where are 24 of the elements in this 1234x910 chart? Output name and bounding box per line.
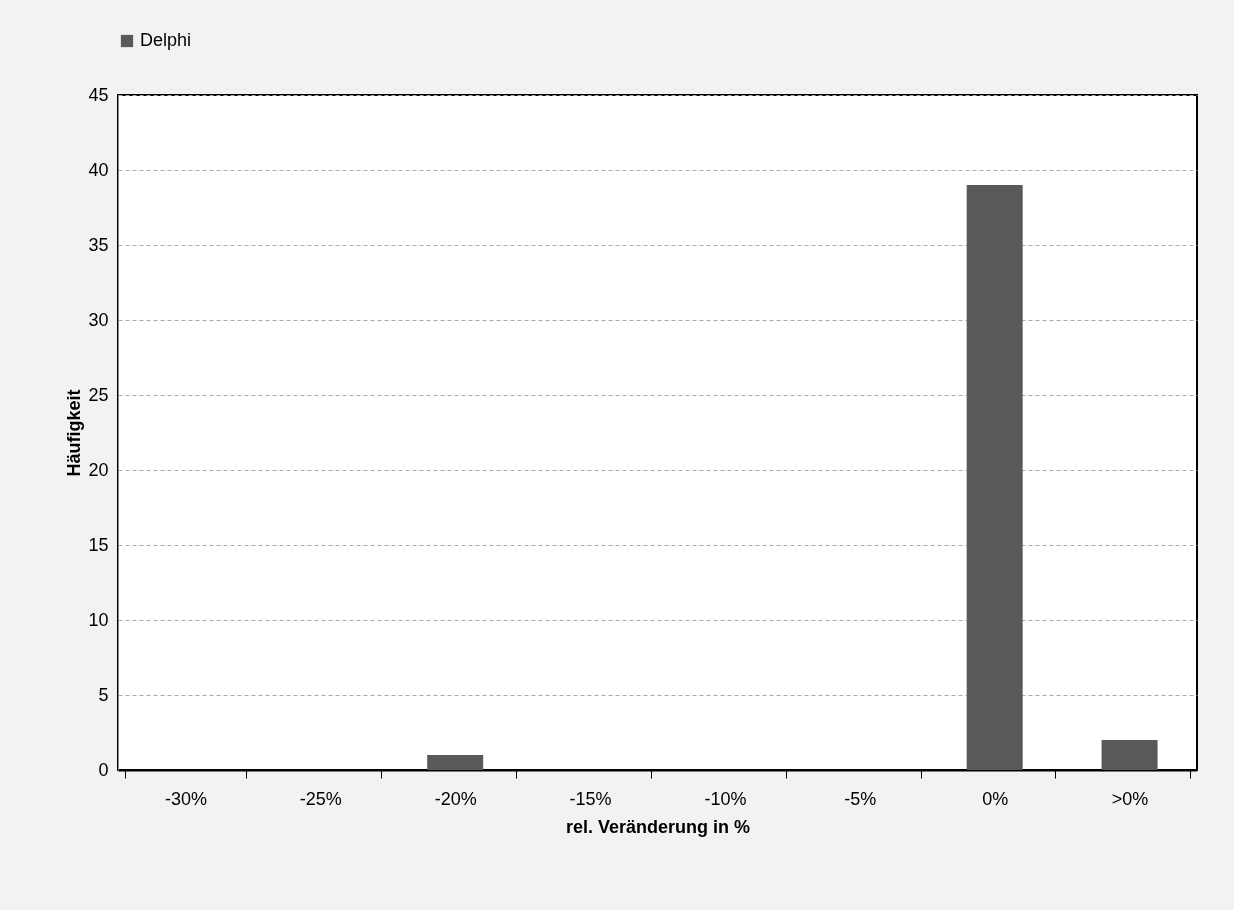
x-tick-label: -30% [164,788,207,809]
x-tick-label: 0% [982,788,1009,809]
bar [1101,740,1158,770]
y-tick-label: 30 [88,309,109,330]
legend-label: Delphi [140,30,192,50]
bar [427,755,484,770]
y-tick-label: 15 [88,534,109,555]
y-tick-label: 0 [98,759,109,780]
y-axis-title: Häufigkeit [64,389,85,477]
x-tick-label: -10% [704,788,747,809]
y-tick-label: 5 [98,684,109,705]
y-tick-label: 40 [88,159,109,180]
y-tick-label: 35 [88,234,109,255]
x-tick-label: -5% [844,788,877,809]
y-tick-label: 25 [88,384,109,405]
y-tick-label: 10 [88,609,109,630]
x-tick-label: -25% [299,788,342,809]
y-tick-label: 45 [88,84,109,105]
bar [966,185,1023,770]
y-tick-label: 20 [88,459,109,480]
x-tick-label: -15% [569,788,612,809]
x-tick-label: >0% [1111,788,1149,809]
x-tick-label: -20% [434,788,477,809]
x-axis-title: rel. Veränderung in % [565,816,751,837]
